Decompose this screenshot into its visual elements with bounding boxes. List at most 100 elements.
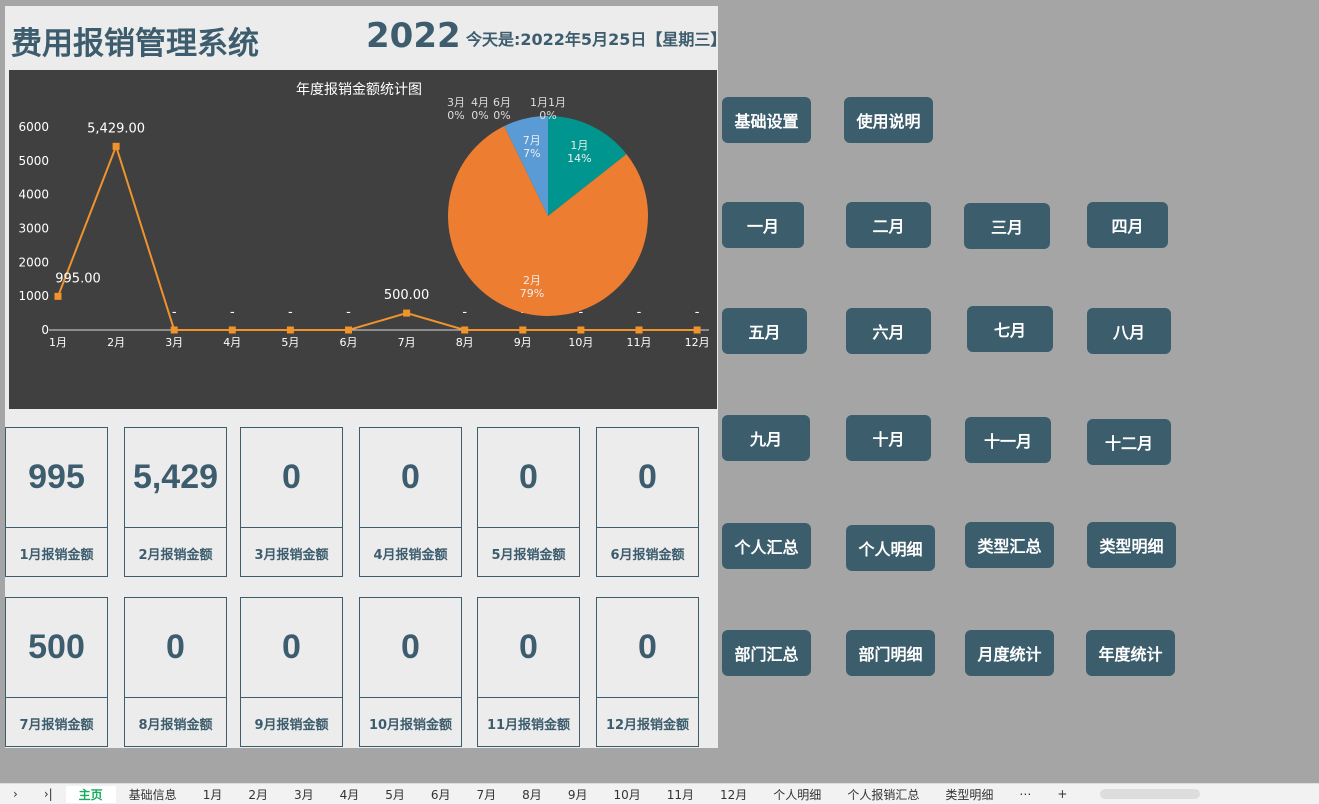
series-line <box>57 143 698 331</box>
nav-button-18[interactable]: 部门汇总 <box>722 630 811 676</box>
sheet-tab[interactable]: 8月 <box>522 787 542 802</box>
sheet-tab[interactable]: 5月 <box>385 787 405 802</box>
year-label: 2022 <box>366 16 461 56</box>
y-tick-label: 2000 <box>18 255 49 269</box>
x-tick-label: 11月 <box>627 336 652 349</box>
sheet-tab[interactable]: 11月 <box>666 787 695 802</box>
x-tick-label: 1月 <box>49 336 67 349</box>
page-title: 费用报销管理系统 <box>11 26 259 62</box>
amount-value: 0 <box>597 428 698 528</box>
amount-value: 0 <box>597 598 698 698</box>
pie-slice <box>504 116 548 216</box>
nav-button-2[interactable]: 一月 <box>722 202 804 248</box>
data-point <box>635 326 643 334</box>
sheet-tab[interactable]: 12月 <box>720 787 748 802</box>
month-amount-card: 0 12月报销金额 <box>596 597 699 747</box>
sheet-tab[interactable]: 7月 <box>476 787 497 802</box>
pie-pct: 79% <box>520 287 544 300</box>
data-label: - <box>462 305 467 320</box>
nav-button-13[interactable]: 十二月 <box>1087 419 1171 465</box>
sheet-tab[interactable]: 6月 <box>430 787 451 802</box>
nav-button-3[interactable]: 二月 <box>846 202 931 248</box>
amount-label: 9月报销金额 <box>254 717 329 733</box>
amount-value: 0 <box>478 428 579 528</box>
more-tabs-button[interactable]: ⋯ <box>1019 787 1032 801</box>
month-amount-card: 0 4月报销金额 <box>359 427 462 577</box>
x-tick-label: 3月 <box>165 336 183 349</box>
nav-button-16[interactable]: 类型汇总 <box>965 522 1054 568</box>
y-tick-label: 5000 <box>18 154 49 168</box>
x-tick-label: 4月 <box>223 336 241 349</box>
nav-button-10[interactable]: 九月 <box>722 415 810 461</box>
month-amount-card: 0 3月报销金额 <box>240 427 343 577</box>
pie-zero-label: 4月 <box>471 96 489 109</box>
sheet-tab[interactable]: 3月 <box>293 787 314 802</box>
amount-value: 0 <box>360 598 461 698</box>
y-tick-label: 3000 <box>18 222 49 236</box>
month-amount-card: 0 5月报销金额 <box>477 427 580 577</box>
nav-button-20[interactable]: 月度统计 <box>965 630 1054 676</box>
pie-zero-pct: 0% <box>447 109 464 122</box>
annual-chart[interactable]: 年度报销金额统计图 0 1000 2000 3000 4000 5000 6000 1月 2月 3… <box>9 70 717 409</box>
data-label: - <box>695 305 700 320</box>
tab-next-button[interactable]: › <box>13 787 18 801</box>
nav-button-19[interactable]: 部门明细 <box>846 630 935 676</box>
amount-value: 0 <box>241 428 342 528</box>
data-point <box>228 326 236 334</box>
sheet-tab[interactable]: 类型明细 <box>945 787 994 802</box>
month-amount-card: 995 1月报销金额 <box>5 427 108 577</box>
amount-label: 12月报销金额 <box>605 717 690 733</box>
amount-value: 995 <box>6 428 107 528</box>
nav-button-4[interactable]: 三月 <box>964 203 1050 249</box>
tab-last-button[interactable]: ›| <box>43 787 53 801</box>
sheet-tab[interactable]: 2月 <box>248 787 268 802</box>
nav-button-8[interactable]: 七月 <box>967 306 1053 352</box>
sheet-tab[interactable]: 4月 <box>339 787 360 802</box>
add-sheet-button[interactable]: + <box>1057 787 1068 801</box>
chart-svg: 年度报销金额统计图 0 1000 2000 3000 4000 5000 6000 1月 2月 3… <box>18 82 710 349</box>
y-tick-label: 0 <box>41 323 49 337</box>
pie-label: 7月 <box>523 134 541 147</box>
nav-button-5[interactable]: 四月 <box>1087 202 1168 248</box>
y-tick-label: 4000 <box>18 188 49 202</box>
horizontal-scrollbar[interactable] <box>1100 789 1201 799</box>
sheet-tab[interactable]: 10月 <box>613 787 641 802</box>
nav-button-1[interactable]: 使用说明 <box>844 97 933 143</box>
nav-button-17[interactable]: 类型明细 <box>1087 522 1176 568</box>
amount-label: 8月报销金额 <box>138 717 213 733</box>
month-amount-card: 0 9月报销金额 <box>240 597 343 747</box>
data-label: - <box>579 305 584 320</box>
sheet-tab[interactable]: 9月 <box>567 787 588 802</box>
x-tick-label: 8月 <box>456 336 474 349</box>
nav-button-15[interactable]: 个人明细 <box>846 525 935 571</box>
data-point <box>519 326 527 334</box>
sheet-tab[interactable]: 1月 <box>202 787 223 802</box>
x-tick-label: 12月 <box>685 336 710 349</box>
month-amount-card: 0 6月报销金额 <box>596 427 699 577</box>
sheet-tab[interactable]: 个人报销汇总 <box>847 787 920 802</box>
nav-button-0[interactable]: 基础设置 <box>722 97 811 143</box>
month-amount-card: 0 11月报销金额 <box>477 597 580 747</box>
nav-button-9[interactable]: 八月 <box>1087 308 1171 354</box>
sheet-tabs: › ›| 主页 基础信息 1月 2月 3月 4月 5月 6月 7月 8月 9月 10月 11月 12月 个人… <box>0 783 1319 804</box>
pie-zero-pct: 0% <box>539 109 556 122</box>
sheet-tab[interactable]: 基础信息 <box>128 787 177 802</box>
amount-label: 11月报销金额 <box>486 717 571 733</box>
pie-zero-label: 1月1月 <box>530 96 566 109</box>
data-label: 500.00 <box>384 288 430 303</box>
data-label: 995.00 <box>55 271 101 286</box>
nav-button-11[interactable]: 十月 <box>846 415 931 461</box>
amount-label: 4月报销金额 <box>373 547 448 563</box>
nav-button-6[interactable]: 五月 <box>722 308 807 354</box>
sheet-tab[interactable]: 主页 <box>65 785 116 803</box>
month-amount-card: 5,429 2月报销金额 <box>124 427 227 577</box>
month-amount-card: 0 10月报销金额 <box>359 597 462 747</box>
pie-zero-pct: 0% <box>471 109 488 122</box>
pie-pct: 7% <box>523 147 540 160</box>
nav-button-12[interactable]: 十一月 <box>965 417 1051 463</box>
data-point <box>286 326 294 334</box>
nav-button-21[interactable]: 年度统计 <box>1086 630 1175 676</box>
sheet-tab[interactable]: 个人明细 <box>773 787 822 802</box>
nav-button-14[interactable]: 个人汇总 <box>722 523 811 569</box>
nav-button-7[interactable]: 六月 <box>846 308 931 354</box>
